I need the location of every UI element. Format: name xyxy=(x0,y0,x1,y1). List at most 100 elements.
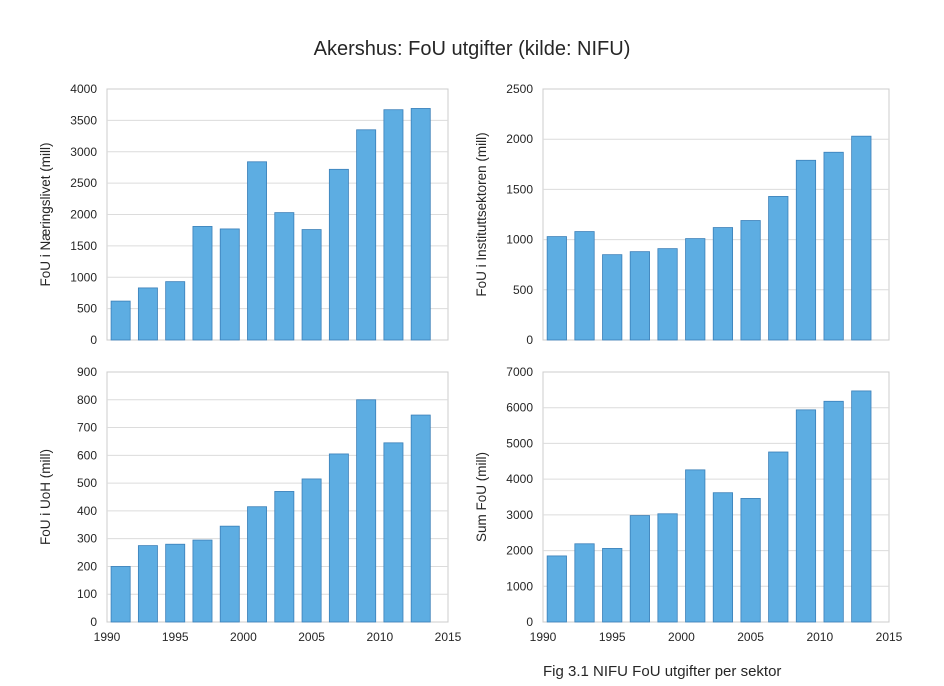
bar xyxy=(383,109,404,341)
bar xyxy=(546,236,567,341)
y-tick-label: 500 xyxy=(77,302,97,316)
y-tick-label: 300 xyxy=(77,532,97,546)
panel-4: 0 1000 2000 3000 4000 5000 6000 7000 1990 1995 200… xyxy=(474,365,903,644)
bar xyxy=(219,525,240,623)
x-tick-label: 1995 xyxy=(599,630,626,644)
y-axis-label: Sum FoU (mill) xyxy=(474,452,489,542)
bar xyxy=(546,555,567,623)
x-tick-label: 2000 xyxy=(668,630,695,644)
bar xyxy=(602,254,623,341)
bar xyxy=(301,229,322,341)
y-tick-label: 1000 xyxy=(506,233,533,247)
bar xyxy=(247,161,267,341)
bar xyxy=(629,515,650,623)
y-tick-label: 2000 xyxy=(506,132,533,146)
y-axis-label: FoU i Instituttsektoren (mill) xyxy=(474,132,489,296)
bar xyxy=(629,251,650,341)
x-tick-label: 2010 xyxy=(806,630,833,644)
x-tick-label: 2005 xyxy=(737,630,764,644)
bar xyxy=(768,451,789,623)
panel-3: 0 100 200 300 400 500 600 700 800 900 1990 1995 2000… xyxy=(38,365,462,644)
x-tick-label: 2000 xyxy=(230,630,257,644)
y-tick-label: 0 xyxy=(526,333,533,347)
bar xyxy=(328,453,349,623)
y-tick-label: 2000 xyxy=(506,544,533,558)
bar xyxy=(301,478,322,623)
bar xyxy=(657,513,678,623)
panel-1: 0 500 1000 1500 2000 2500 3000 3500 4000 FoU i Næ… xyxy=(38,82,449,347)
bar xyxy=(219,228,240,341)
panel-2: 0 500 1000 1500 2000 2500 FoU i Instituttsekto… xyxy=(474,82,890,347)
bar xyxy=(274,491,295,623)
y-tick-label: 2500 xyxy=(506,82,533,96)
x-tick-label: 1990 xyxy=(94,630,121,644)
bar xyxy=(574,543,595,623)
y-tick-label: 0 xyxy=(90,333,97,347)
y-tick-label: 3500 xyxy=(70,113,97,127)
y-tick-label: 400 xyxy=(77,504,97,518)
y-tick-label: 3000 xyxy=(70,145,97,159)
y-tick-label: 500 xyxy=(77,476,97,490)
y-tick-label: 1500 xyxy=(506,182,533,196)
x-tick-label: 2015 xyxy=(435,630,462,644)
y-tick-label: 500 xyxy=(513,283,533,297)
bar xyxy=(795,159,817,341)
x-tick-label: 1990 xyxy=(530,630,557,644)
y-tick-label: 800 xyxy=(77,393,97,407)
bar xyxy=(768,196,789,341)
bar xyxy=(356,129,377,341)
bar xyxy=(137,545,158,623)
bar xyxy=(740,498,761,623)
figure-caption: Fig 3.1 NIFU FoU utgifter per sektor xyxy=(543,663,781,680)
bar xyxy=(192,539,213,623)
y-tick-label: 0 xyxy=(90,615,97,629)
y-tick-label: 6000 xyxy=(506,401,533,415)
bar xyxy=(823,151,844,341)
x-tick-label: 2010 xyxy=(366,630,393,644)
bar xyxy=(685,469,706,623)
y-tick-label: 700 xyxy=(77,421,97,435)
bar xyxy=(602,548,623,623)
y-tick-label: 2500 xyxy=(70,176,97,190)
bar xyxy=(410,108,431,341)
bar xyxy=(110,300,131,341)
y-tick-label: 1500 xyxy=(70,239,97,253)
bar xyxy=(574,231,595,341)
y-axis-label: FoU i UoH (mill) xyxy=(38,449,53,545)
y-tick-label: 2000 xyxy=(70,208,97,222)
bar xyxy=(851,135,872,341)
bar xyxy=(712,227,734,341)
figure-title: Akershus: FoU utgifter (kilde: NIFU) xyxy=(314,38,631,60)
bar xyxy=(685,238,706,341)
x-tick-label: 2005 xyxy=(298,630,325,644)
bar xyxy=(165,281,186,341)
y-tick-label: 600 xyxy=(77,448,97,462)
bar xyxy=(657,248,678,341)
bar xyxy=(328,168,349,341)
bar xyxy=(165,543,186,623)
bar xyxy=(823,400,844,623)
y-tick-label: 4000 xyxy=(506,472,533,486)
y-tick-label: 100 xyxy=(77,587,97,601)
y-tick-label: 200 xyxy=(77,559,97,573)
y-tick-label: 4000 xyxy=(70,82,97,96)
bar xyxy=(356,399,377,623)
y-tick-label: 900 xyxy=(77,365,97,379)
y-axis-label: FoU i Næringslivet (mill) xyxy=(38,142,53,286)
y-tick-label: 5000 xyxy=(506,436,533,450)
bar xyxy=(795,409,817,623)
bar xyxy=(137,287,158,341)
y-tick-label: 1000 xyxy=(506,579,533,593)
y-tick-label: 3000 xyxy=(506,508,533,522)
bar xyxy=(740,220,761,341)
bar xyxy=(712,492,734,623)
y-tick-label: 7000 xyxy=(506,365,533,379)
x-tick-label: 1995 xyxy=(162,630,189,644)
bar xyxy=(274,212,295,341)
bar xyxy=(110,566,131,623)
bar xyxy=(247,506,267,623)
bar xyxy=(851,390,872,623)
bar xyxy=(383,442,404,623)
